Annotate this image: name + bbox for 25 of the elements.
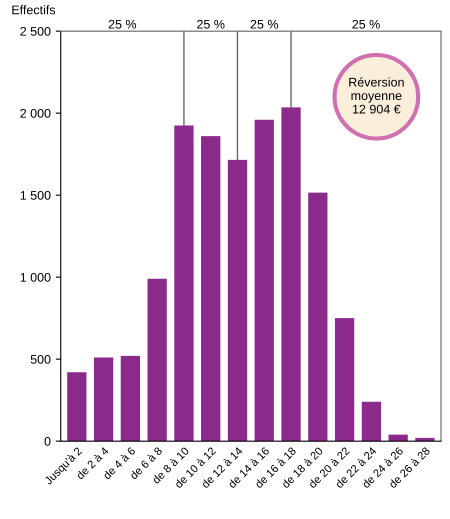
bar bbox=[362, 402, 382, 442]
y-tick-label: 1 000 bbox=[20, 272, 51, 282]
bar bbox=[228, 160, 248, 442]
bar bbox=[174, 125, 194, 442]
bar bbox=[120, 356, 140, 442]
text: 25 % bbox=[197, 20, 225, 29]
y-axis-title: Effectifs bbox=[12, 5, 56, 14]
bar bbox=[201, 136, 220, 442]
bar bbox=[148, 278, 167, 442]
text: 25 % bbox=[352, 20, 380, 29]
bar bbox=[67, 372, 86, 442]
y-tick-label: 500 bbox=[30, 354, 51, 364]
bar bbox=[254, 120, 274, 442]
bar bbox=[281, 107, 301, 442]
bar bbox=[94, 358, 114, 442]
annotation: Réversion moyenne 12 904 € bbox=[349, 77, 404, 114]
text: 25 % bbox=[108, 20, 136, 29]
y-tick-label: 2 500 bbox=[20, 26, 51, 36]
y-tick-label: 2 000 bbox=[20, 108, 51, 118]
y-tick-label: 1 500 bbox=[20, 190, 51, 200]
text: 25 % bbox=[250, 20, 278, 29]
y-tick-label: 0 bbox=[44, 436, 51, 446]
bar bbox=[308, 192, 328, 442]
bar bbox=[388, 434, 408, 442]
bar bbox=[334, 318, 354, 442]
